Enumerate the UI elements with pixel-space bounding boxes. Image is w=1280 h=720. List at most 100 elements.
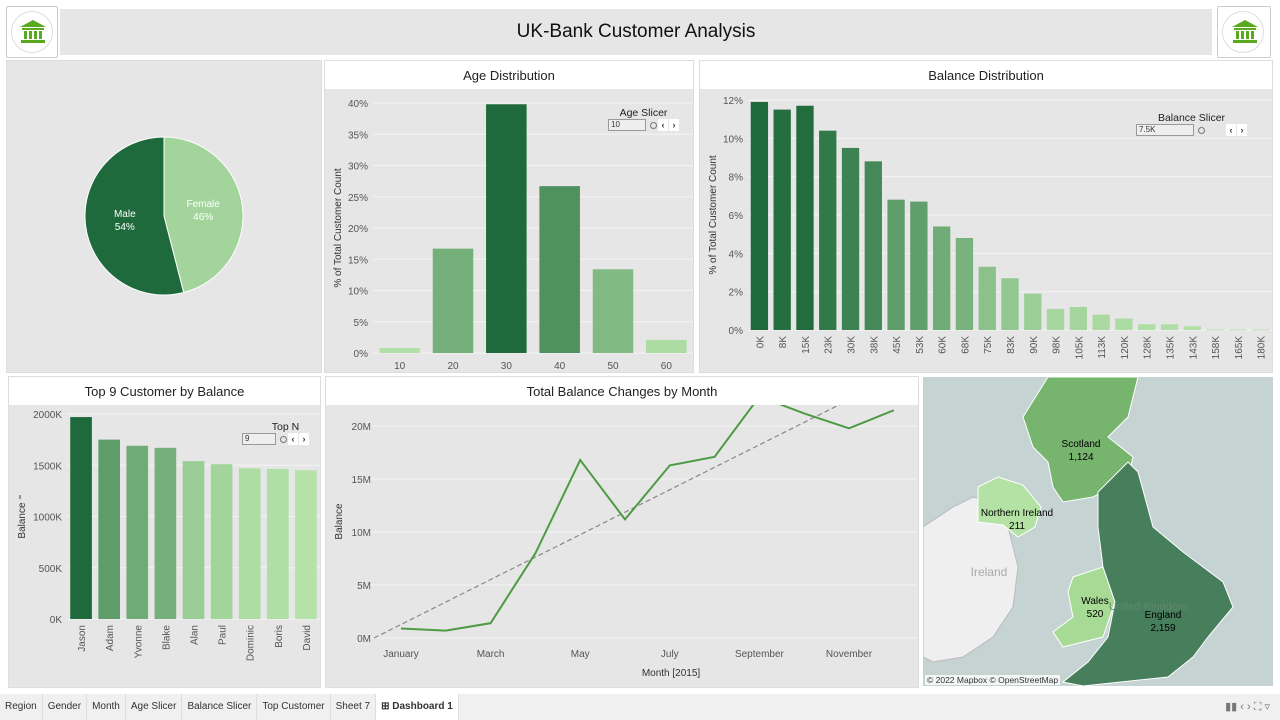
next-arrow-icon[interactable]: › bbox=[669, 119, 679, 131]
pie-value-male: 54% bbox=[115, 222, 135, 233]
x-tick-label: 158K bbox=[1211, 336, 1222, 360]
x-tick-label: 20 bbox=[447, 361, 459, 372]
bar-60k bbox=[932, 226, 951, 330]
x-tick-label: 8K bbox=[778, 336, 789, 349]
tab-region[interactable]: Region bbox=[0, 694, 43, 720]
age-chart-title: Age Distribution bbox=[325, 61, 693, 89]
bar-113k bbox=[1092, 314, 1110, 330]
x-tick-label: March bbox=[477, 649, 505, 660]
y-axis-label: % of Total Customer Count bbox=[708, 155, 719, 275]
x-tick-label: 45K bbox=[892, 336, 903, 354]
map-value-wales: 520 bbox=[1087, 609, 1104, 620]
prev-arrow-icon[interactable]: ‹ bbox=[658, 119, 668, 131]
y-tick-label: 4% bbox=[729, 249, 744, 260]
x-tick-label: May bbox=[571, 649, 590, 660]
y-tick-label: 20M bbox=[352, 422, 371, 433]
x-tick-label: September bbox=[735, 649, 785, 660]
y-tick-label: 2% bbox=[729, 288, 744, 299]
map-label-england: England bbox=[1145, 610, 1182, 621]
x-tick-label: 23K bbox=[824, 336, 835, 354]
tab-balance-slicer[interactable]: Balance Slicer bbox=[182, 694, 258, 720]
top-chart-title: Top 9 Customer by Balance bbox=[9, 377, 320, 405]
y-axis-label: Balance ⁼ bbox=[17, 494, 28, 538]
x-axis-label: Month [2015] bbox=[642, 668, 701, 679]
bar-50 bbox=[592, 269, 634, 353]
y-tick-label: 5M bbox=[357, 581, 371, 592]
bar-david bbox=[295, 470, 317, 619]
slider-handle[interactable] bbox=[1198, 126, 1205, 134]
bar-128k bbox=[1138, 324, 1156, 330]
x-tick-label: Jason bbox=[77, 625, 88, 652]
bar-paul bbox=[210, 464, 233, 619]
top-n-input[interactable]: 9 bbox=[242, 433, 276, 445]
bar-75k bbox=[978, 266, 996, 330]
bar-alan bbox=[182, 461, 205, 619]
bar-45k bbox=[887, 199, 905, 330]
tab-sheet-7[interactable]: Sheet 7 bbox=[331, 694, 377, 720]
y-tick-label: 0% bbox=[354, 349, 369, 360]
next-arrow-icon[interactable]: › bbox=[1237, 124, 1247, 136]
balance-slicer-input[interactable]: 7.5K bbox=[1136, 124, 1194, 136]
map-attribution[interactable]: © 2022 Mapbox © OpenStreetMap bbox=[925, 675, 1061, 685]
x-tick-label: 68K bbox=[960, 336, 971, 354]
slider-handle[interactable] bbox=[280, 435, 287, 443]
y-tick-label: 25% bbox=[348, 193, 368, 204]
top-customers-bar-chart: 0K 500K 1000K 1500K 2000K Balance ⁼ Jason Adam Y… bbox=[17, 410, 320, 661]
tab-age-slicer[interactable]: Age Slicer bbox=[126, 694, 183, 720]
y-tick-label: 10% bbox=[723, 134, 743, 145]
tab-dashboard-1[interactable]: ⊞ Dashboard 1 bbox=[376, 694, 459, 720]
x-tick-label: David bbox=[302, 625, 313, 651]
age-slicer-input[interactable]: 10 bbox=[608, 119, 646, 131]
x-tick-label: 40 bbox=[554, 361, 566, 372]
x-tick-label: 105K bbox=[1074, 336, 1085, 360]
comment-icon: ▿ bbox=[1264, 701, 1270, 713]
england-shape bbox=[1061, 461, 1234, 686]
x-tick-label: 38K bbox=[869, 336, 880, 354]
bar-40 bbox=[539, 186, 580, 353]
northern-ireland-shape bbox=[977, 476, 1042, 538]
fullscreen-icon: ⛶ bbox=[1253, 701, 1262, 713]
trend-line bbox=[373, 405, 841, 639]
age-slicer[interactable]: Age Slicer 10 ‹ › bbox=[608, 107, 679, 131]
y-tick-label: 0% bbox=[729, 326, 744, 337]
tab-top-customer[interactable]: Top Customer bbox=[257, 694, 331, 720]
bar-53k bbox=[910, 201, 928, 330]
y-tick-label: 0K bbox=[50, 615, 63, 626]
y-tick-label: 1000K bbox=[33, 513, 62, 524]
y-tick-label: 15M bbox=[352, 475, 371, 486]
bank-icon bbox=[1232, 20, 1258, 43]
x-tick-label: Dominic bbox=[246, 625, 257, 661]
map-label-scotland: Scotland bbox=[1062, 439, 1101, 450]
balance-bar-chart: 0% 2% 4% 6% 8% 10% 12% % of Total Customer Coun… bbox=[708, 96, 1272, 360]
tab-gender[interactable]: Gender bbox=[43, 694, 88, 720]
age-distribution-panel: Age Distribution 0% 5% 10% 15% 20% 25% 30% 35% 4… bbox=[324, 60, 694, 373]
top-n-slicer[interactable]: Top N 9 ‹ › bbox=[242, 421, 309, 445]
bar-30 bbox=[486, 104, 527, 353]
region-map[interactable]: Scotland 1,124 Northern Ireland 211 Irel… bbox=[923, 377, 1273, 686]
bar-98k bbox=[1046, 308, 1065, 330]
prev-arrow-icon[interactable]: ‹ bbox=[1226, 124, 1236, 136]
monthly-line-chart: 0M 5M 10M 15M 20M Balance January March May July S… bbox=[334, 405, 916, 679]
y-axis-label: Balance bbox=[334, 503, 345, 540]
slider-handle[interactable] bbox=[650, 121, 657, 129]
view-controls[interactable]: ▮▮ ‹ › ⛶ ▿ bbox=[1225, 700, 1270, 714]
prev-arrow-icon[interactable]: ‹ bbox=[288, 433, 298, 445]
next-arrow-icon[interactable]: › bbox=[299, 433, 309, 445]
age-bar-chart: 0% 5% 10% 15% 20% 25% 30% 35% 40% % of Total Cust… bbox=[333, 99, 693, 372]
y-tick-label: 1500K bbox=[33, 461, 62, 472]
x-tick-label: Blake bbox=[161, 625, 172, 650]
x-tick-label: 90K bbox=[1029, 336, 1040, 354]
wales-shape bbox=[1052, 566, 1116, 648]
x-tick-label: 135K bbox=[1165, 336, 1176, 360]
x-tick-label: 0K bbox=[755, 336, 766, 349]
gender-panel: Female 46% Male 54% bbox=[6, 60, 322, 373]
tab-month[interactable]: Month bbox=[87, 694, 126, 720]
balance-slicer-label: Balance Slicer bbox=[1157, 112, 1226, 124]
bank-icon bbox=[20, 20, 46, 43]
x-tick-label: January bbox=[383, 649, 419, 660]
x-tick-label: 120K bbox=[1120, 336, 1131, 360]
x-tick-label: 60K bbox=[938, 336, 949, 354]
bar-boris bbox=[267, 468, 289, 619]
balance-slicer[interactable]: Balance Slicer 7.5K ‹ › bbox=[1136, 112, 1247, 136]
map-value-scotland: 1,124 bbox=[1068, 452, 1093, 463]
